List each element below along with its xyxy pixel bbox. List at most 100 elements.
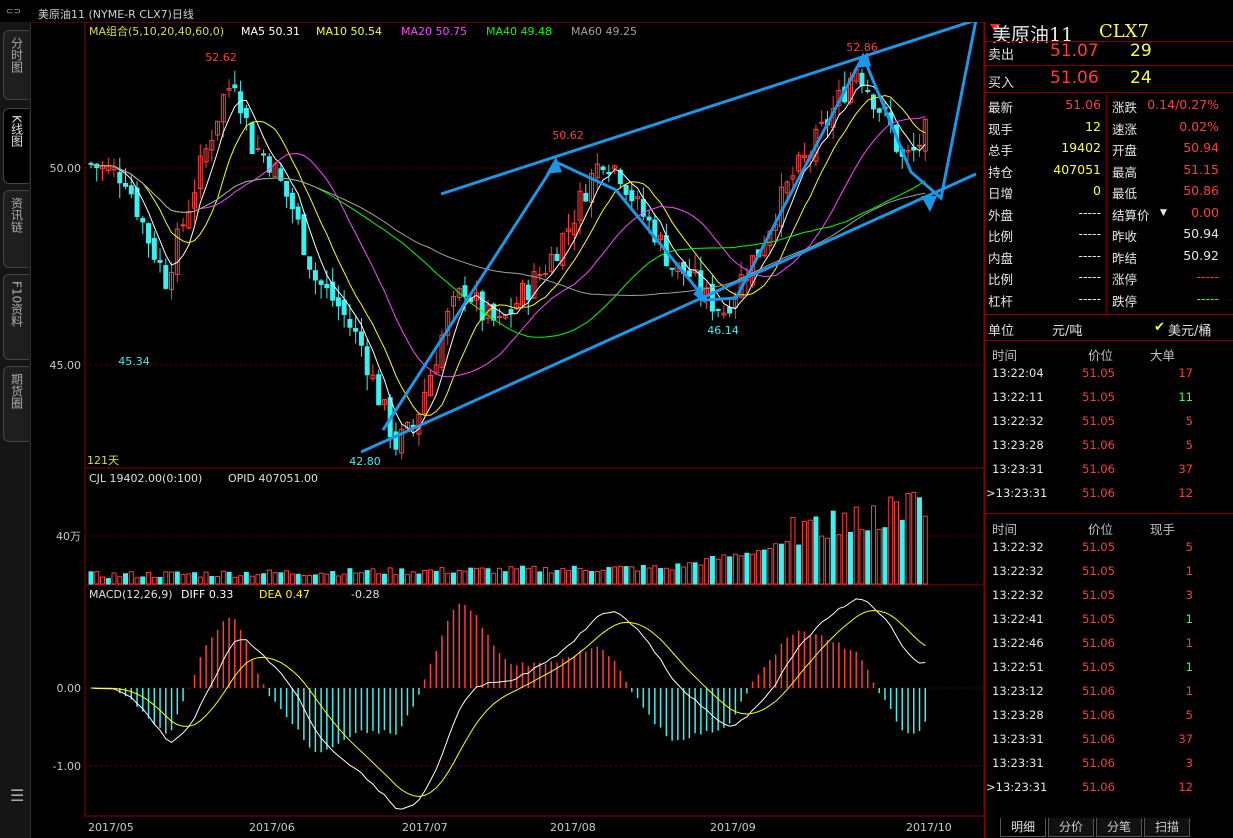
left-nav: 分时图 K线图 资讯链 F10资料 期货圈 ☰	[0, 22, 31, 838]
instrument-name: 美原油11	[992, 24, 1074, 46]
tick-row[interactable]: 13:22:32 51.05 5	[984, 411, 1233, 432]
tick-row[interactable]: 13:22:32 51.05 1	[984, 561, 1233, 582]
stat-label: 内盘	[988, 250, 1014, 266]
stat-value: 407051	[1053, 161, 1101, 177]
candle-body	[335, 297, 341, 307]
candle-body	[433, 364, 439, 374]
volume-bar	[560, 568, 566, 585]
tick-row[interactable]: >13:23:31 51.06 12	[984, 777, 1233, 798]
volume-bar	[255, 574, 261, 585]
unit-bbl-option[interactable]: 美元/桶	[1168, 324, 1212, 339]
menu-icon[interactable]: ☰	[10, 786, 25, 805]
tick-time: 13:22:11	[992, 390, 1044, 404]
stat-label: 涨跌	[1112, 100, 1138, 115]
buy-volume: 24	[1130, 68, 1152, 88]
candle-body	[819, 121, 825, 125]
candlestick-series	[88, 65, 928, 460]
tick-row[interactable]: 13:23:28 51.06 5	[984, 705, 1233, 726]
tab-scan[interactable]: 扫描	[1144, 818, 1190, 837]
volume-bar	[767, 548, 773, 585]
tick-row[interactable]: 13:22:32 51.05 5	[984, 537, 1233, 558]
tab-label: 资讯链	[9, 197, 24, 233]
volume-bar	[278, 572, 284, 585]
volume-bar	[698, 564, 704, 585]
tick-row[interactable]: >13:23:31 51.06 12	[984, 483, 1233, 504]
candle-body	[485, 304, 491, 320]
tab-kline[interactable]: K线图	[3, 108, 29, 184]
tick-row[interactable]: 13:23:31 51.06 37	[984, 729, 1233, 750]
volume-bar	[404, 574, 410, 585]
candle-body	[163, 265, 169, 289]
candle-body	[612, 165, 618, 169]
volume-bar	[640, 564, 646, 585]
tab-news[interactable]: 资讯链	[3, 190, 29, 268]
price-axis-hi: 50.00	[50, 162, 82, 175]
col-header: 价位	[1088, 522, 1114, 537]
channel-lower-line	[360, 172, 977, 454]
unit-ton-option[interactable]: 元/吨	[1052, 324, 1083, 339]
divider	[984, 314, 1233, 315]
volume-bar	[646, 567, 652, 585]
tick-price: 51.06	[1082, 684, 1115, 698]
stat-label: 涨停	[1112, 272, 1138, 287]
candle-body	[381, 399, 387, 406]
tick-volume: 17	[1178, 366, 1193, 380]
ma-legend-ma10: MA10 50.54	[316, 25, 382, 38]
tick-row[interactable]: 13:23:31 51.06 3	[984, 753, 1233, 774]
stat-value: -----	[1078, 269, 1101, 284]
volume-bar	[433, 570, 439, 585]
x-axis-labels: 2017/05 2017/06 2017/07 2017/08 2017/09 …	[88, 821, 952, 834]
link-icon[interactable]: ⊂⊃	[6, 7, 22, 17]
tab-price-distribution[interactable]: 分价	[1048, 818, 1094, 837]
tab-f10[interactable]: F10资料	[3, 274, 29, 360]
tick-row[interactable]: 13:22:51 51.05 1	[984, 657, 1233, 678]
dropdown-icon[interactable]: ▼	[1160, 207, 1167, 218]
ma-legend-ma20: MA20 50.75	[401, 25, 467, 38]
volume-bar	[330, 571, 336, 585]
volume-bar	[807, 519, 813, 585]
tab-label: 分时图	[9, 37, 24, 73]
tick-row[interactable]: 13:22:11 51.05 11	[984, 387, 1233, 408]
stat-label: 现手	[988, 121, 1014, 137]
volume-bar	[658, 568, 664, 585]
volume-bar	[893, 501, 899, 585]
tick-row[interactable]: 13:22:46 51.06 1	[984, 633, 1233, 654]
candle-body	[870, 94, 876, 110]
stat-value: 0.00	[1191, 204, 1219, 220]
candle-body	[226, 87, 232, 91]
tab-futures-circle[interactable]: 期货圈	[3, 366, 29, 442]
volume-bar	[209, 575, 215, 585]
tab-intraday[interactable]: 分时图	[3, 30, 29, 100]
tick-row[interactable]: 13:23:31 51.06 37	[984, 459, 1233, 480]
volume-bar	[554, 569, 560, 585]
price-label-low: 46.14	[707, 324, 739, 337]
quote-row: 杠杆 ----- 跌停 -----	[984, 288, 1233, 309]
volume-bar	[174, 571, 180, 585]
tab-detail[interactable]: 明细	[1000, 818, 1046, 837]
kline-chart-area[interactable]: 50.00 45.00 40万 0.00 -1.00 52.62 45.34 4…	[31, 22, 984, 838]
ma-line	[90, 94, 926, 416]
tick-price: 51.05	[1082, 660, 1115, 674]
arrow-head	[921, 196, 937, 212]
candle-body	[261, 153, 267, 156]
col-header: 大单	[1150, 348, 1176, 363]
candle-body	[635, 196, 641, 200]
tick-row[interactable]: 13:22:32 51.05 3	[984, 585, 1233, 606]
quote-row: 外盘 ----- 结算价 ▼ 0.00	[984, 202, 1233, 223]
tick-volume: 1	[1185, 660, 1193, 674]
tab-tick-by-tick[interactable]: 分笔	[1096, 818, 1142, 837]
tick-row[interactable]: 13:23:28 51.06 5	[984, 435, 1233, 456]
volume-bar	[387, 567, 393, 585]
candle-body	[174, 228, 180, 275]
candle-body	[796, 154, 802, 172]
tick-volume: 37	[1178, 732, 1193, 746]
tick-row[interactable]: 13:22:04 51.05 17	[984, 363, 1233, 384]
candle-body	[801, 154, 807, 159]
tick-price: 51.06	[1082, 636, 1115, 650]
volume-bar	[468, 567, 474, 585]
volume-bar	[732, 553, 738, 585]
x-axis-label: 2017/10	[906, 821, 952, 834]
volume-bar	[376, 573, 382, 585]
tick-row[interactable]: 13:23:12 51.06 1	[984, 681, 1233, 702]
tick-row[interactable]: 13:22:41 51.05 1	[984, 609, 1233, 630]
